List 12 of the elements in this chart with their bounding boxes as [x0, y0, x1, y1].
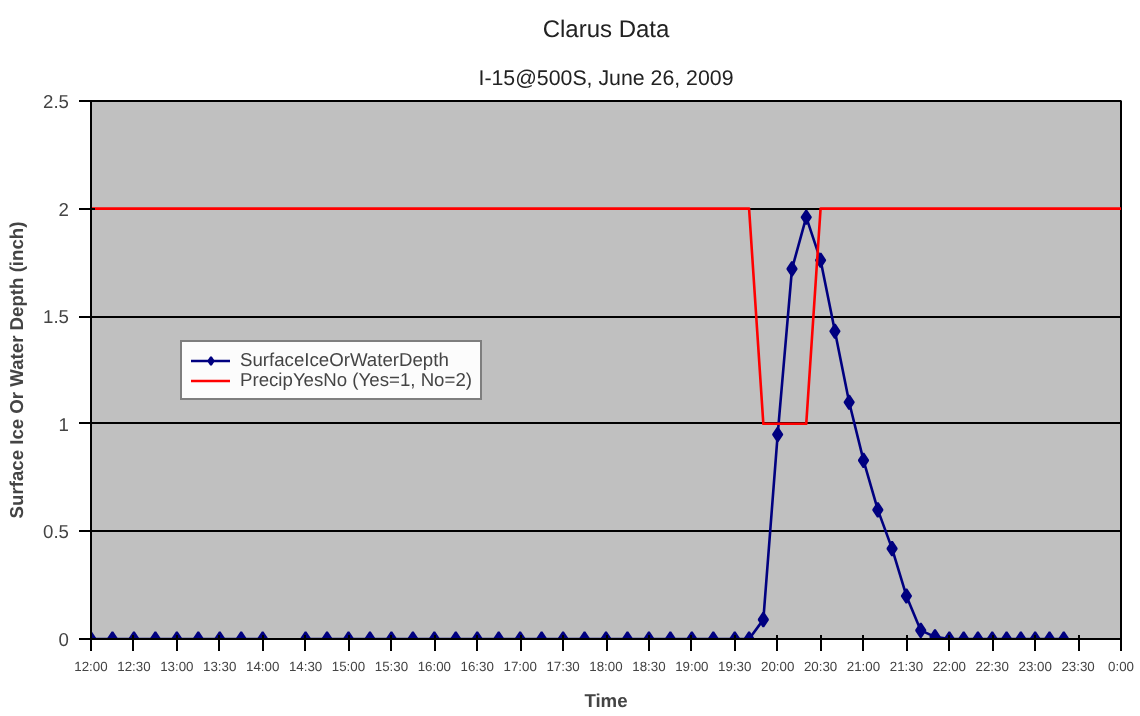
y-tick-label: 1.5 — [43, 307, 69, 328]
y-tick-label: 2 — [58, 199, 70, 220]
y-tick-label: 1 — [58, 414, 70, 435]
y-tick-label: 0.5 — [43, 522, 69, 543]
legend-label: SurfaceIceOrWaterDepth — [240, 349, 449, 369]
x-axis-title: Time — [584, 691, 628, 711]
chart-subtitle: I-15@500S, June 26, 2009 — [478, 67, 734, 91]
y-axis-title: Surface Ice Or Water Depth (inch) — [7, 221, 28, 519]
legend-label: PrecipYesNo (Yes=1, No=2) — [240, 369, 472, 389]
y-tick-label: 2.5 — [43, 92, 69, 112]
y-tick-label: 0 — [58, 630, 70, 650]
chart-title: Clarus Data — [542, 15, 671, 43]
